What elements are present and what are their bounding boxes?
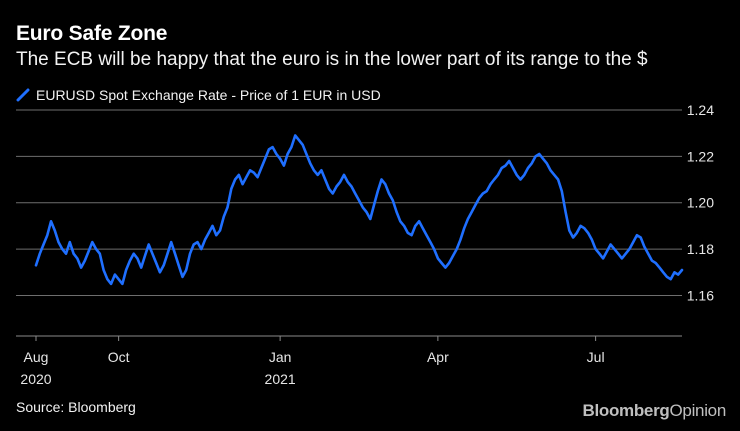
brand-suffix: Opinion (669, 401, 727, 420)
brand-logo: BloombergOpinion (582, 401, 726, 421)
x-tick-label: Aug (24, 349, 49, 365)
x-tick-label: Oct (108, 349, 130, 365)
x-tick-year-label: 2020 (20, 371, 51, 387)
x-tick-label: Jul (587, 349, 605, 365)
series-line-eurusd (34, 134, 684, 286)
legend-label: EURUSD Spot Exchange Rate - Price of 1 E… (36, 87, 381, 103)
x-tick-label: Jan (269, 349, 292, 365)
brand-name: Bloomberg (582, 401, 670, 420)
chart-subtitle: The ECB will be happy that the euro is i… (16, 49, 648, 70)
y-tick-label: 1.22 (687, 148, 714, 164)
x-tick-year-label: 2021 (265, 371, 296, 387)
source-note: Source: Bloomberg (16, 399, 136, 415)
y-tick-label: 1.20 (687, 195, 714, 211)
legend-line-icon (16, 88, 30, 102)
y-tick-label: 1.18 (687, 241, 714, 257)
legend: EURUSD Spot Exchange Rate - Price of 1 E… (16, 87, 381, 103)
x-tick-label: Apr (427, 349, 449, 365)
y-tick-label: 1.16 (687, 287, 714, 303)
y-tick-label: 1.24 (687, 102, 714, 118)
chart-title: Euro Safe Zone (16, 22, 168, 45)
